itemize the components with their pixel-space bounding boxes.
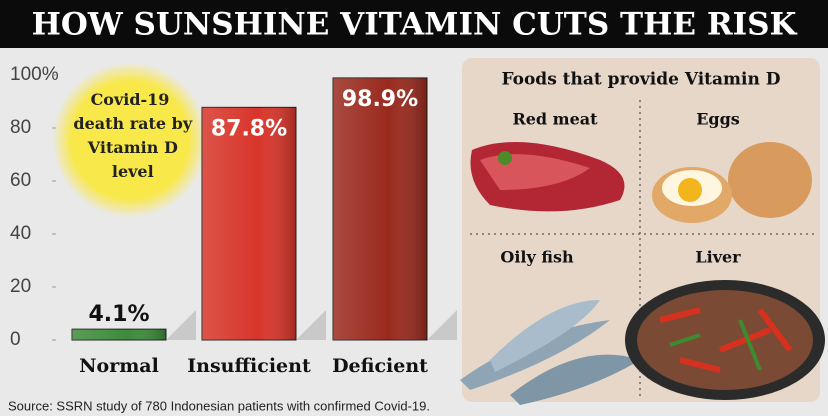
food-panel-title: Foods that provide Vitamin D [501,70,780,90]
x-tick-label: Deficient [332,355,428,377]
bar-shadow [296,310,326,340]
bar-shadow [427,310,457,340]
food-label: Red meat [512,110,598,129]
food-label: Liver [695,248,741,267]
y-tick-label: 20 [10,276,31,297]
y-tick-label: 40 [10,223,31,244]
bar-shade [72,329,166,340]
food-label: Eggs [696,110,740,129]
y-tick-label: 0 [10,329,21,350]
data-label: 98.9% [342,87,418,112]
food-label: Oily fish [500,248,574,267]
y-tick-label: 80 [10,117,31,138]
annotation: Covid-19 death rate by Vitamin D level [68,90,193,181]
title-bar [0,0,828,48]
eggs-image [652,142,812,223]
fish-image [460,300,640,405]
chart-title: HOW SUNSHINE VITAMIN CUTS THE RISK [32,7,798,43]
y-tick-label: 60 [10,170,31,191]
data-label: 87.8% [211,116,287,141]
data-label: 4.1% [88,302,149,327]
x-tick-label: Normal [79,355,159,377]
bar-shadow [166,310,196,340]
bar-shade [333,77,427,340]
liver-image [625,280,825,400]
y-tick-label: 100% [10,64,59,85]
x-tick-label: Insufficient [187,355,311,377]
annotation-bubble [52,62,208,218]
source: Source: SSRN study of 780 Indonesian pat… [8,398,430,413]
red-meat-image [470,142,625,212]
bar-shade [202,107,296,340]
